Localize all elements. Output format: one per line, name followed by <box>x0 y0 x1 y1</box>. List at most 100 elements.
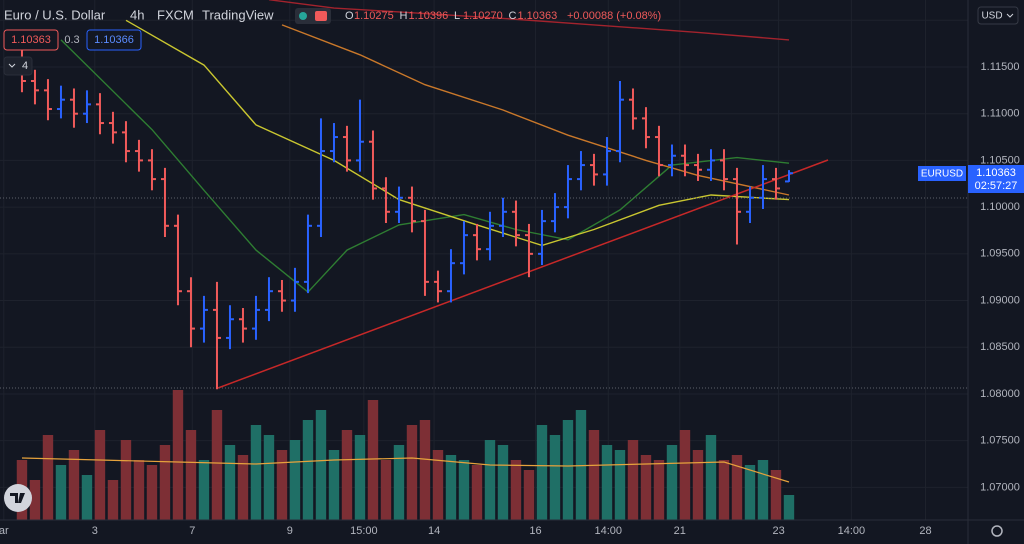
volume-bar <box>718 460 730 520</box>
y-tick-label: 1.08000 <box>980 388 1020 400</box>
ohlc-bar <box>43 79 52 121</box>
header: Euro / U.S. Dollar 4h FXCM TradingView <box>4 7 331 24</box>
ohlc-bar <box>121 121 130 163</box>
ohlc-bar <box>238 308 247 343</box>
volume-bar <box>640 455 652 520</box>
volume-bar <box>471 465 483 520</box>
trade-buttons: 1.10363 0.3 1.10366 4 <box>3 29 142 76</box>
x-tick-label: 14:00 <box>838 525 866 537</box>
volume-bar <box>601 445 613 520</box>
ohlc-bar <box>355 99 364 172</box>
y-tick-label: 1.11500 <box>981 61 1020 73</box>
ohlc-key: C <box>509 10 517 22</box>
volume-bar <box>328 450 340 520</box>
ohlc-bar <box>628 88 637 130</box>
ohlc-bar <box>407 186 416 233</box>
x-tick-label: 14:00 <box>595 525 623 537</box>
volume-bar <box>81 475 93 520</box>
ohlc-bar <box>563 165 572 219</box>
ohlc-bar <box>498 197 507 238</box>
countdown: 02:57:27 <box>975 180 1018 192</box>
volume-bar <box>770 470 782 520</box>
volume-bar <box>523 470 535 520</box>
ohlc-bar <box>160 167 169 238</box>
ohlc-key: H <box>400 10 408 22</box>
volume-bar <box>120 440 132 520</box>
currency-button[interactable] <box>977 6 1019 25</box>
volume-bar <box>302 420 314 520</box>
symbol-badge <box>918 166 966 181</box>
volume-bar <box>653 460 665 520</box>
ohlc-bar <box>732 167 741 245</box>
volume-bar <box>536 425 548 520</box>
ohlc-bar <box>56 85 65 119</box>
volume-bar <box>497 445 509 520</box>
ohlc-bar <box>69 88 78 128</box>
volume-bar <box>68 450 80 520</box>
y-tick-label: 1.09500 <box>980 248 1020 260</box>
settings-icon[interactable] <box>991 525 1003 537</box>
ohlc-bar <box>264 277 273 322</box>
y-tick-label: 1.11000 <box>981 108 1020 120</box>
volume-bar <box>42 435 54 520</box>
volume-bar <box>393 445 405 520</box>
ohlc-bar <box>667 144 676 177</box>
drawings <box>0 159 968 389</box>
ohlc-bar <box>316 118 325 238</box>
ohlc-bar <box>719 149 728 191</box>
indicators-toggle[interactable] <box>3 56 33 76</box>
volume-bar <box>562 420 574 520</box>
volume-bar <box>367 400 379 520</box>
status-dot <box>299 12 307 20</box>
ohlc-bar <box>693 153 702 181</box>
ohlc-bar <box>186 277 195 348</box>
x-tick-label: 15:00 <box>350 525 378 537</box>
ohlc-bar <box>784 170 793 183</box>
source: TradingView <box>202 7 274 22</box>
ohlc-bar <box>147 149 156 191</box>
ohlc-bar <box>537 209 546 266</box>
price-bars <box>17 48 793 390</box>
ohlc-bar <box>212 281 221 390</box>
ohlc-value: 1.10275 <box>354 10 394 22</box>
volume-bar <box>588 430 600 520</box>
ohlc-bar <box>433 270 442 303</box>
symbol: Euro / U.S. Dollar <box>4 7 106 22</box>
volume-bar <box>484 440 496 520</box>
volume-bar <box>744 465 756 520</box>
y-tick-label: 1.07500 <box>980 435 1020 447</box>
volume-bar <box>172 390 184 520</box>
ohlc-bar <box>771 167 780 200</box>
volume-bar <box>159 445 171 520</box>
spread: 0.3 <box>64 34 79 46</box>
volume-bar <box>666 445 678 520</box>
volume-bar <box>432 450 444 520</box>
volume-bar <box>679 430 691 520</box>
symbol-badge-text: EURUSD <box>921 169 963 180</box>
volume-bar <box>224 445 236 520</box>
x-tick-label: 9 <box>287 525 293 537</box>
ohlc-bar <box>446 249 455 303</box>
volume-bar <box>315 410 327 520</box>
volume-bar <box>549 435 561 520</box>
volume-bar <box>237 455 249 520</box>
y-tick-label: 1.10500 <box>980 154 1020 166</box>
ohlc-bar <box>329 123 338 163</box>
buy-button[interactable] <box>86 29 142 51</box>
logo-mark <box>10 493 25 503</box>
ohlc-bar <box>303 214 312 294</box>
volume-bar <box>55 465 67 520</box>
sell-button[interactable] <box>3 29 59 51</box>
ohlc-bar <box>108 111 117 144</box>
volume-bar <box>692 450 704 520</box>
volume-bar <box>380 460 392 520</box>
ohlc-bar <box>745 186 754 224</box>
volume-bar <box>705 435 717 520</box>
settings[interactable] <box>991 525 1003 537</box>
volume-bar <box>263 435 275 520</box>
x-tick-label: 14 <box>428 525 440 537</box>
ohlc-bar <box>589 153 598 186</box>
ohlc-bar <box>576 151 585 191</box>
